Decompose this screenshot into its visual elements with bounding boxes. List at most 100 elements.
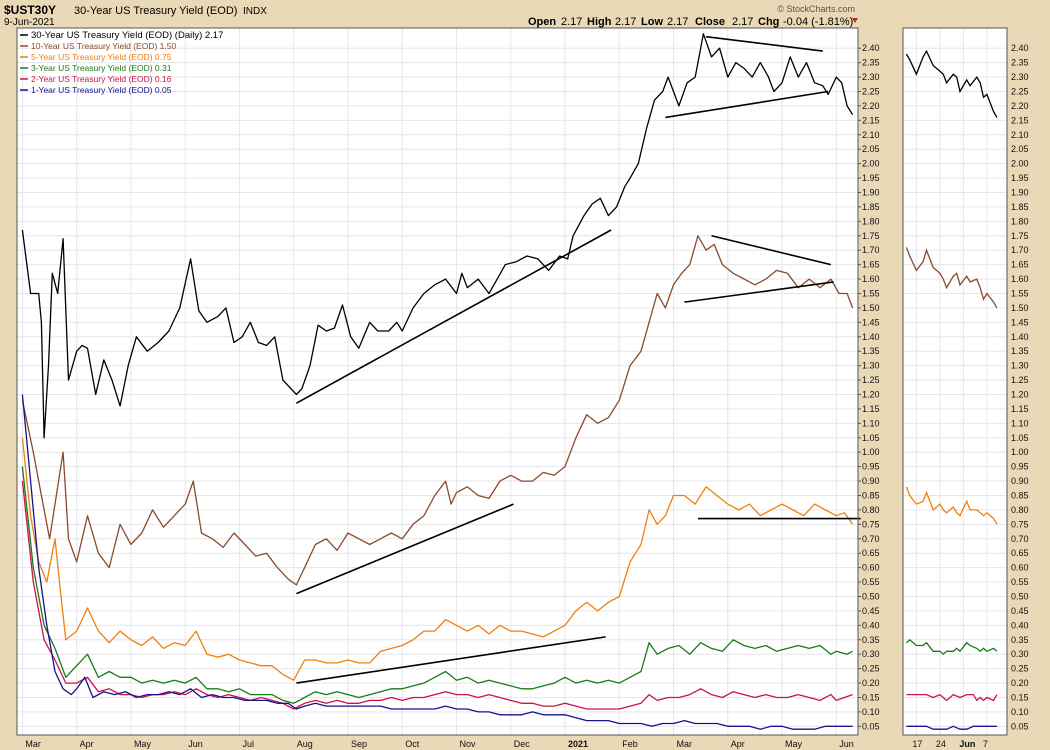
- inset-y-tick-label: 0.60: [1011, 563, 1029, 573]
- inset-y-tick-label: 2.30: [1011, 72, 1029, 82]
- inset-y-tick-label: 2.10: [1011, 130, 1029, 140]
- y-tick-label: 0.70: [862, 534, 880, 544]
- trendline: [684, 281, 834, 303]
- y-tick-label: 0.20: [862, 678, 880, 688]
- symbol-name: 30-Year US Treasury Yield (EOD): [74, 5, 237, 17]
- inset-y-tick-label: 0.20: [1011, 678, 1029, 688]
- inset-y-tick-label: 0.55: [1011, 577, 1029, 587]
- y-tick-label: 0.40: [862, 620, 880, 630]
- y-tick-label: 1.15: [862, 404, 880, 414]
- x-tick-label: Apr: [731, 739, 745, 749]
- y-tick-label: 1.40: [862, 332, 880, 342]
- y-tick-label: 1.55: [862, 288, 880, 298]
- close-value: 2.17: [732, 16, 753, 28]
- y-tick-label: 0.85: [862, 490, 880, 500]
- trendline: [665, 90, 829, 119]
- inset-y-tick-label: 1.75: [1011, 231, 1029, 241]
- main-plot-area: [17, 28, 858, 735]
- series-line-30-year-us-treasury-yield: [21, 33, 854, 439]
- y-tick-label: 0.15: [862, 692, 880, 702]
- y-tick-label: 0.25: [862, 664, 880, 674]
- change-value: -0.04 (-1.81%): [783, 16, 853, 28]
- inset-y-tick-label: 0.85: [1011, 490, 1029, 500]
- x-tick-label: Feb: [622, 739, 638, 749]
- trendline: [296, 636, 606, 684]
- inset-y-tick-label: 1.30: [1011, 361, 1029, 371]
- inset-y-tick-label: 2.05: [1011, 144, 1029, 154]
- date-label: 9-Jun-2021: [4, 17, 55, 28]
- close-label: Close: [695, 16, 725, 28]
- x-tick-label: May: [134, 739, 152, 749]
- x-tick-label: 2021: [568, 739, 588, 749]
- legend-entry: 1-Year US Treasury Yield (EOD) 0.05: [31, 85, 172, 95]
- legend-entry: 2-Year US Treasury Yield (EOD) 0.16: [31, 74, 172, 84]
- y-axis-labels: 2.40 2.35 2.30 2.25 2.20 2.15 2.10 2.05 2.00 1.95…: [858, 43, 880, 731]
- legend: 30-Year US Treasury Yield (EOD) (Daily) …: [20, 30, 223, 95]
- inset-y-tick-label: 0.65: [1011, 548, 1029, 558]
- inset-y-tick-label: 2.20: [1011, 101, 1029, 111]
- y-tick-label: 1.45: [862, 317, 880, 327]
- inset-x-axis-labels: 17 24 Jun 7: [912, 739, 987, 749]
- x-tick-label: May: [785, 739, 803, 749]
- inset-y-tick-label: 0.45: [1011, 606, 1029, 616]
- y-tick-label: 1.75: [862, 231, 880, 241]
- inset-y-tick-label: 0.15: [1011, 692, 1029, 702]
- series-line-1-year-us-treasury-yield: [21, 394, 853, 730]
- y-tick-label: 2.20: [862, 101, 880, 111]
- inset-plot-border: [902, 27, 1008, 736]
- y-tick-label: 1.30: [862, 361, 880, 371]
- y-tick-label: 2.30: [862, 72, 880, 82]
- inset-y-tick-label: 2.25: [1011, 86, 1029, 96]
- inset-x-tick-label: 24: [936, 739, 946, 749]
- high-value: 2.17: [615, 16, 636, 28]
- x-tick-label: Mar: [677, 739, 693, 749]
- inset-y-tick-label: 0.70: [1011, 534, 1029, 544]
- y-tick-label: 2.05: [862, 144, 880, 154]
- y-tick-label: 0.80: [862, 505, 880, 515]
- inset-y-tick-label: 1.65: [1011, 260, 1029, 270]
- y-tick-label: 0.30: [862, 649, 880, 659]
- y-tick-label: 2.40: [862, 43, 880, 53]
- watermark: © StockCharts.com: [777, 4, 855, 14]
- inset-y-tick-label: 0.95: [1011, 462, 1029, 472]
- high-label: High: [587, 16, 612, 28]
- inset-y-tick-label: 0.75: [1011, 519, 1029, 529]
- legend-entry: 5-Year US Treasury Yield (EOD) 0.75: [31, 52, 172, 62]
- x-tick-label: Jun: [188, 739, 203, 749]
- y-tick-label: 0.10: [862, 707, 880, 717]
- y-tick-label: 1.35: [862, 346, 880, 356]
- inset-series-line-10-year-us-treasury-yield: [905, 247, 998, 309]
- y-tick-label: 0.35: [862, 635, 880, 645]
- inset-y-tick-label: 1.20: [1011, 389, 1029, 399]
- inset-y-tick-label: 1.40: [1011, 332, 1029, 342]
- trendline: [711, 234, 832, 266]
- inset-y-tick-label: 0.50: [1011, 591, 1029, 601]
- legend-entry: 10-Year US Treasury Yield (EOD) 1.50: [31, 41, 176, 51]
- inset-y-tick-label: 2.40: [1011, 43, 1029, 53]
- y-tick-label: 2.35: [862, 58, 880, 68]
- symbol-label: $UST30Y: [4, 3, 56, 17]
- y-tick-label: 1.25: [862, 375, 880, 385]
- ohlc-readout: Open 2.17 High 2.17 Low 2.17 Close 2.17 …: [528, 16, 858, 28]
- x-tick-label: Nov: [459, 739, 476, 749]
- inset-y-tick-label: 1.90: [1011, 187, 1029, 197]
- open-label: Open: [528, 16, 556, 28]
- series-line-3-year-us-treasury-yield: [21, 466, 853, 704]
- y-tick-label: 1.50: [862, 303, 880, 313]
- y-tick-label: 0.65: [862, 548, 880, 558]
- inset-y-tick-label: 1.55: [1011, 288, 1029, 298]
- legend-entry: 30-Year US Treasury Yield (EOD) (Daily) …: [31, 30, 223, 41]
- inset-y-tick-label: 1.15: [1011, 404, 1029, 414]
- y-tick-label: 1.95: [862, 173, 880, 183]
- inset-series-line-5-year-us-treasury-yield: [905, 486, 998, 525]
- series-line-2-year-us-treasury-yield: [21, 481, 853, 710]
- inset-series-line-3-year-us-treasury-yield: [905, 638, 998, 656]
- x-tick-label: Oct: [405, 739, 420, 749]
- y-tick-label: 0.05: [862, 721, 880, 731]
- x-tick-label: Jul: [242, 739, 254, 749]
- inset-y-tick-label: 1.25: [1011, 375, 1029, 385]
- y-tick-label: 1.85: [862, 202, 880, 212]
- y-tick-label: 2.15: [862, 115, 880, 125]
- inset-y-tick-label: 1.45: [1011, 317, 1029, 327]
